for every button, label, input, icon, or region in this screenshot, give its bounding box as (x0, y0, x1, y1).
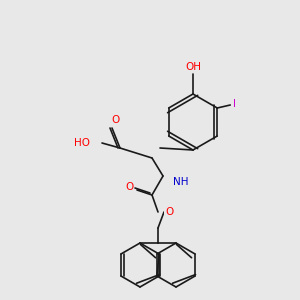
Text: O: O (125, 182, 133, 192)
Text: I: I (233, 99, 236, 109)
Text: HO: HO (74, 138, 90, 148)
Text: O: O (165, 207, 173, 217)
Text: O: O (111, 115, 119, 125)
Text: NH: NH (173, 177, 188, 187)
Text: OH: OH (185, 62, 201, 72)
